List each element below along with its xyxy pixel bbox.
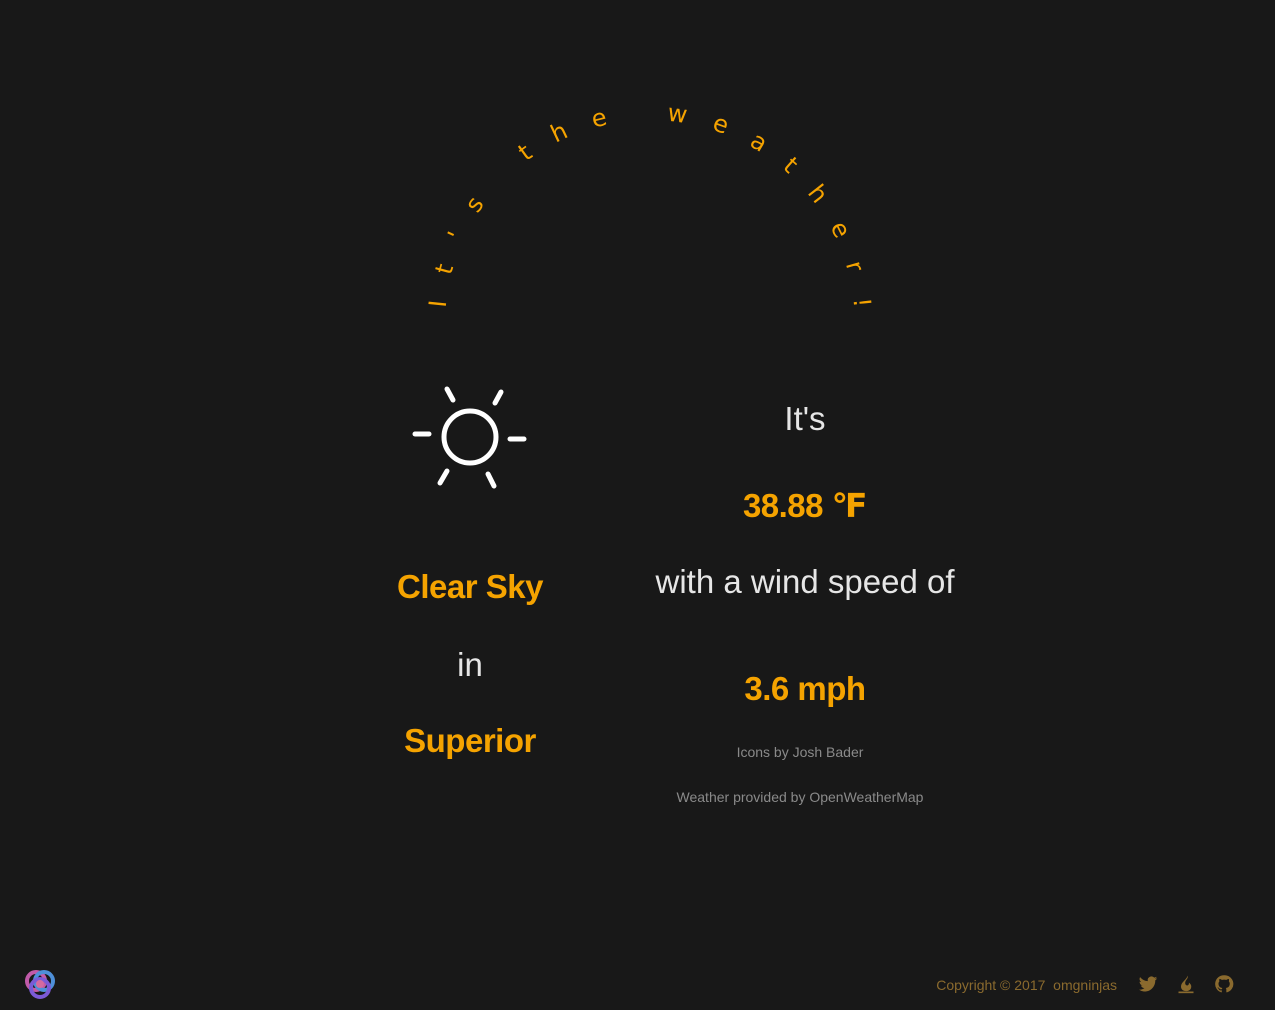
weather-condition: Clear Sky [397,568,543,605]
arc-title-text: It's the weather! [424,100,876,309]
weather-credit: Weather provided by OpenWeatherMap [676,789,924,805]
its-label: It's [784,400,826,437]
wind-speed-label: with a wind speed of [655,563,955,600]
omgninjas-logo-icon[interactable] [22,966,58,1002]
twitter-icon[interactable] [1138,973,1158,995]
github-icon[interactable] [1214,973,1234,995]
copyright-text: Copyright © 2017 omgninjas [936,977,1117,993]
icons-credit: Icons by Josh Bader [736,744,864,760]
wind-speed-value: 3.6 mph [744,670,866,707]
in-label: in [457,646,483,683]
temperature-value: 38.88 ℉ [742,487,868,524]
arc-title: It's the weather! [424,100,876,309]
city-name: Superior [404,722,536,759]
flame-icon[interactable] [1176,973,1196,995]
sun-icon [412,386,527,489]
